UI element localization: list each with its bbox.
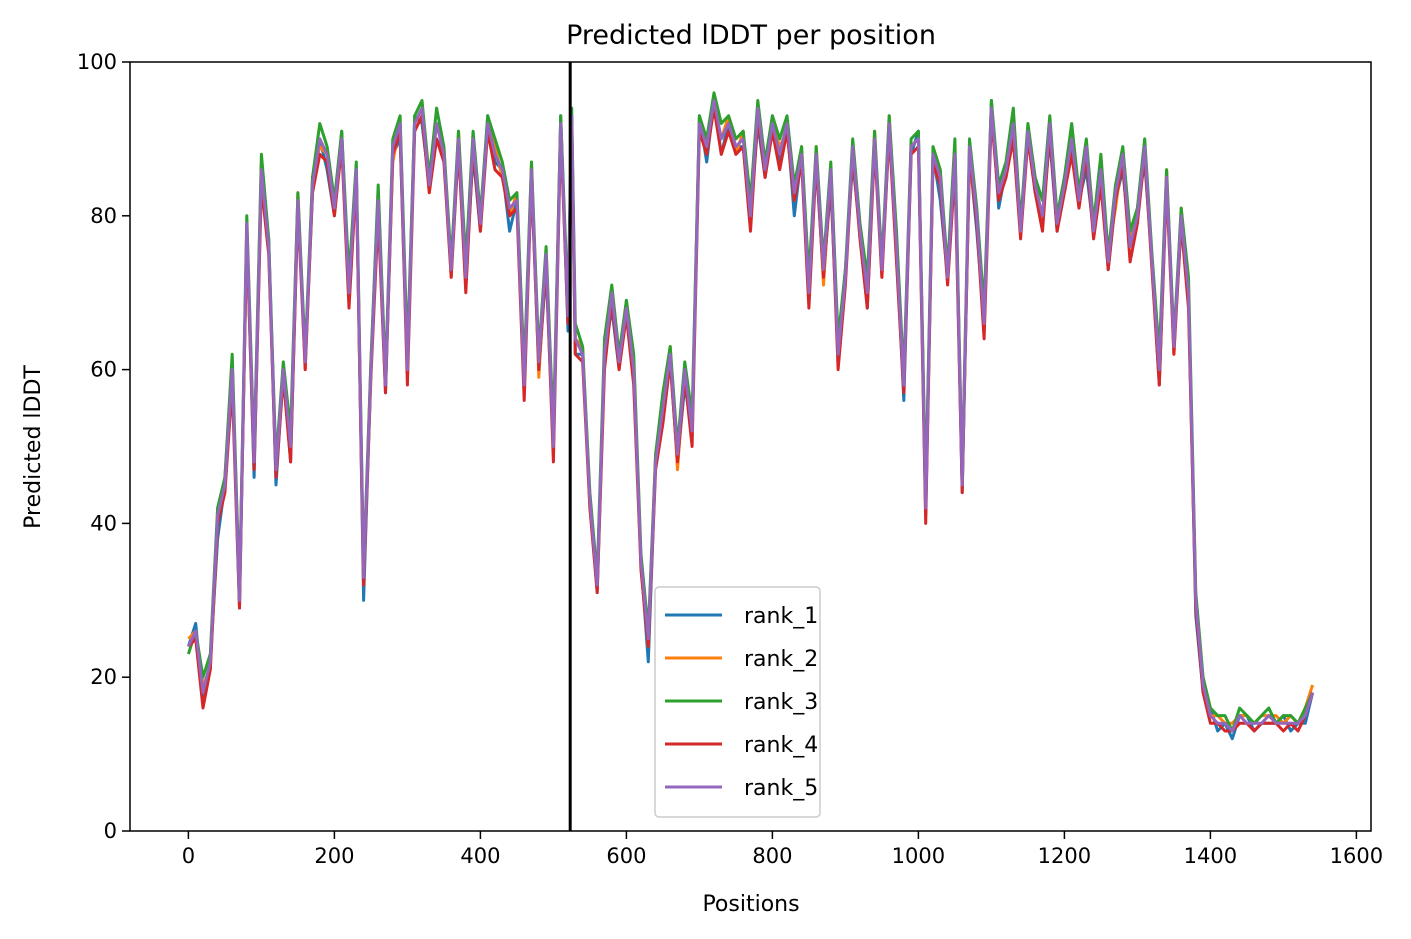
y-tick-label: 60 (90, 358, 117, 382)
series-line-rank_5 (187, 99, 1315, 733)
y-tick-label: 20 (90, 665, 117, 689)
plot-frame (129, 61, 1372, 832)
x-axis-label: Positions (702, 892, 799, 917)
legend-label-rank_2: rank_2 (744, 647, 818, 672)
x-tick-label: 0 (182, 844, 195, 868)
x-tick-label: 600 (606, 844, 646, 868)
legend-box (654, 586, 821, 818)
legend: rank_1 rank_2 rank_3 rank_4 rank_5 (654, 586, 821, 818)
legend-label-rank_1: rank_1 (744, 604, 818, 629)
x-tick-label: 1000 (892, 844, 945, 868)
x-tick-label: 1200 (1038, 844, 1091, 868)
legend-label-rank_3: rank_3 (744, 690, 818, 715)
legend-label-rank_5: rank_5 (744, 776, 818, 801)
x-tick-label: 1600 (1330, 844, 1383, 868)
series-lines (186, 91, 1315, 741)
x-tick-label: 400 (460, 844, 500, 868)
y-tick-label: 100 (77, 50, 117, 74)
x-tick-label: 1400 (1184, 844, 1237, 868)
legend-label-rank_4: rank_4 (744, 733, 818, 758)
x-tick-label: 800 (752, 844, 792, 868)
y-tick-label: 80 (90, 204, 117, 228)
y-tick-label: 0 (104, 819, 117, 843)
x-axis-ticks: 0 200 400 600 800 1000 1200 1400 1600 (182, 831, 1383, 868)
chart-title: Predicted lDDT per position (566, 20, 936, 51)
x-tick-label: 200 (314, 844, 354, 868)
y-axis-ticks: 0 20 40 60 80 100 (77, 50, 130, 843)
y-axis-label: Predicted lDDT (21, 365, 46, 529)
y-tick-label: 40 (90, 511, 117, 535)
